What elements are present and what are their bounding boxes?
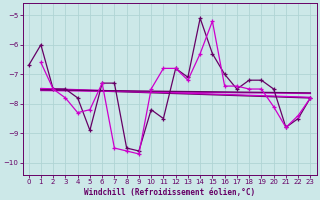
X-axis label: Windchill (Refroidissement éolien,°C): Windchill (Refroidissement éolien,°C): [84, 188, 255, 197]
